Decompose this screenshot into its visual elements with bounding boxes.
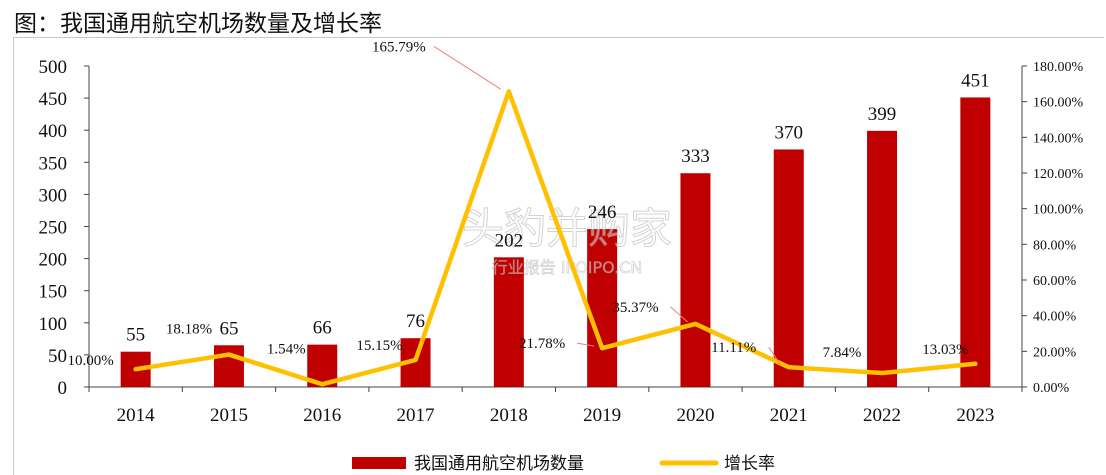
y-left-tick-label: 50 [48,346,67,367]
bar-value-label: 76 [406,311,425,332]
bar-value-label: 202 [495,230,524,251]
bar [587,229,618,387]
legend-label-line: 增长率 [724,454,775,474]
y-right-tick-label: 60.00% [1033,274,1077,289]
y-left-tick-label: 150 [39,282,68,303]
rate-value-label: 13.03% [922,342,968,358]
y-left-tick-label: 500 [39,57,68,78]
rate-value-label: 11.11% [711,340,756,356]
x-tick-label: 2023 [956,405,994,426]
y-right-tick-label: 20.00% [1033,345,1077,360]
rate-value-label: 165.79% [372,39,426,55]
bar-line-chart: 0 50 100 150 200 250 300 350 400 450 500 0.00% 20.00… [39,39,1084,474]
x-tick-label: 2021 [770,405,808,426]
y-left-tick-label: 0 [58,378,68,399]
y-left-tick-label: 400 [39,121,68,142]
y-left-tick-label: 450 [39,89,68,110]
rate-value-label: 1.54% [267,341,306,357]
y-right-tick-label: 100.00% [1033,203,1084,218]
rate-value-label: 7.84% [823,345,862,361]
rate-leader-line [433,45,502,90]
legend-label-bar: 我国通用航空机场数量 [414,454,584,474]
y-right-tick-label: 80.00% [1033,238,1077,253]
y-left-tick-label: 250 [39,218,68,239]
y-right-tick-label: 40.00% [1033,310,1077,325]
x-tick-label: 2014 [117,405,156,426]
bar-value-label: 451 [961,70,990,91]
bar-value-label: 399 [868,104,897,125]
x-tick-label: 2016 [303,405,341,426]
rate-leader-line [670,306,688,323]
bar [773,149,804,387]
y-right-tick-label: 180.00% [1033,60,1084,75]
x-tick-label: 2015 [210,405,248,426]
bar [213,345,244,387]
x-tick-label: 2018 [490,405,528,426]
y-right-tick-label: 0.00% [1033,381,1070,396]
growth-rate-line [133,89,978,387]
x-tick-label: 2020 [676,405,714,426]
bar-value-label: 65 [219,318,238,339]
bar-value-label: 66 [313,318,332,339]
rate-leader-line [577,342,595,347]
rate-leader-line [768,346,782,366]
rate-value-label: 21.78% [519,336,565,352]
x-tick-label: 2017 [397,405,435,426]
watermark-sub: 行业报告 IPOIPO.CN [492,258,643,277]
x-tick-label: 2022 [863,405,901,426]
x-tick-label: 2019 [583,405,621,426]
rate-value-label: 15.15% [356,338,402,354]
page-title: 图：我国通用航空机场数量及增长率 [14,11,382,37]
legend: 我国通用航空机场数量 增长率 [352,454,775,474]
y-right-tick-label: 140.00% [1033,131,1084,146]
bar [493,257,524,387]
bar-value-label: 333 [681,146,710,167]
rate-value-label: 35.37% [612,300,658,316]
legend-swatch-bar [352,457,406,469]
bar-value-label: 370 [775,122,804,143]
bar [960,97,991,387]
bar [680,173,711,387]
y-left-tick-label: 350 [39,153,68,174]
bar-value-label: 246 [588,202,617,223]
y-left-tick-label: 100 [39,314,68,335]
rate-value-label: 10.00% [68,353,114,369]
y-right-tick-label: 160.00% [1033,96,1084,111]
bar [867,130,898,387]
watermark-main: 头豹并购家 [462,204,672,253]
bar-value-label: 55 [126,325,145,346]
rate-value-label: 18.18% [166,322,212,338]
y-left-tick-label: 200 [39,250,68,271]
y-left-tick-label: 300 [39,185,68,206]
y-right-tick-label: 120.00% [1033,167,1084,182]
chart-container: 0 50 100 150 200 250 300 350 400 450 500 0.00% 20.00… [13,37,1104,475]
